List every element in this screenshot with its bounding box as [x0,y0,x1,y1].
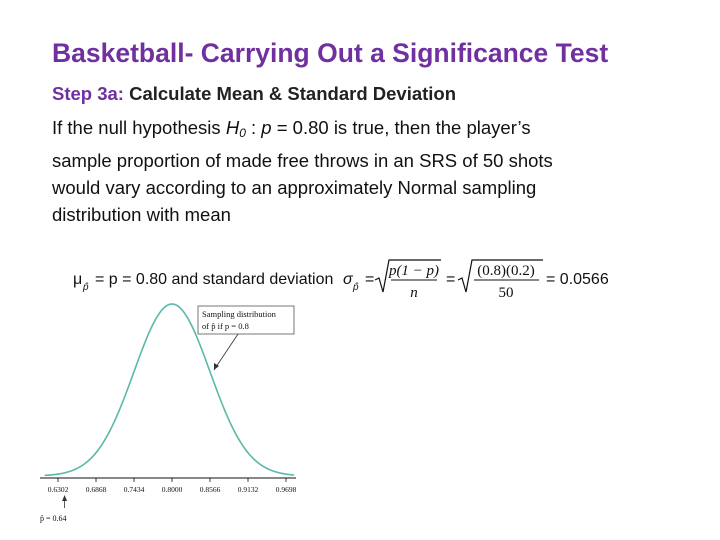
body-text: If the null hypothesis H0 : p = 0.80 is … [52,114,672,228]
x-tick-label: 0.7434 [124,485,145,494]
step-label: Step 3a: [52,83,124,104]
body-text-segment: : [245,117,262,138]
body-text-segment: If the null hypothesis [52,117,226,138]
result-value: = 0.0566 [546,271,609,288]
slide-title: Basketball- Carrying Out a Significance … [52,38,609,68]
body-line-2: sample proportion of made free throws in… [52,150,553,171]
x-tick-label: 0.8566 [200,485,221,494]
sigma-symbol: σ [343,271,354,288]
callout-arrowhead [214,363,219,370]
body-line-1: If the null hypothesis H0 : p = 0.80 is … [52,114,672,147]
sigma-subscript: p̂ [352,281,359,293]
denominator-1: n [410,285,418,301]
callout-line-1: Sampling distribution [202,309,277,319]
x-tick-label: 0.6302 [48,485,69,494]
numerator-1: p(1 − p) [388,263,439,279]
mean-equation: = p = 0.80 and standard deviation [95,271,333,288]
observed-arrowhead [62,495,68,501]
equals-sign: = [365,271,374,288]
x-tick-label: 0.9132 [238,485,259,494]
body-line-3: would vary according to an approximately… [52,177,537,198]
x-tick-label: 0.8000 [162,485,183,494]
h-subscript: 0 [239,126,246,140]
body-line-4: distribution with mean [52,204,231,225]
callout-line-2: of p̂ if p = 0.8 [202,321,249,331]
step-text: Calculate Mean & Standard Deviation [129,83,457,104]
step-heading: Step 3a: Calculate Mean & Standard Devia… [52,83,456,105]
p-symbol: p [261,117,272,138]
mu-subscript: p̂ [82,281,89,293]
x-tick-label: 0.9698 [276,485,297,494]
observed-label: p̂ = 0.64 [40,514,67,523]
body-text-segment: = 0.80 is true, then the player’s [271,117,531,138]
denominator-2: 50 [499,285,514,301]
normal-curve [44,303,295,477]
callout-arrow [213,333,239,371]
callout-box [197,305,295,335]
mu-symbol: μ [73,271,82,288]
equals-sign: = [446,271,455,288]
h-symbol: H [225,117,240,138]
numerator-2: (0.8)(0.2) [477,263,534,279]
formula: μ p̂ = p = 0.80 and standard deviation σ… [73,259,609,301]
sqrt-sign-2 [457,259,543,293]
sampling-distribution-figure: 0.6302 0.6868 0.7434 0.8000 0.8566 0.9132 0.96… [40,303,297,523]
sqrt-sign-1 [374,259,441,293]
x-tick-label: 0.6868 [86,485,107,494]
